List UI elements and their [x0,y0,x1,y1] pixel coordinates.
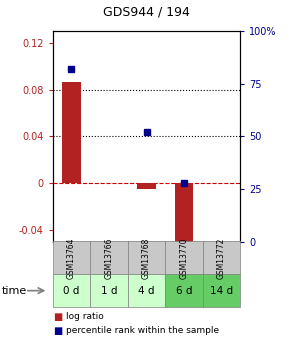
Text: GSM13766: GSM13766 [105,237,113,279]
Bar [175,183,193,247]
Text: 14 d: 14 d [210,286,233,296]
Text: 1 d: 1 d [101,286,117,296]
Text: ■: ■ [53,326,62,336]
Text: GSM13770: GSM13770 [180,237,188,279]
Text: GSM13768: GSM13768 [142,237,151,278]
Text: 0 d: 0 d [63,286,80,296]
Text: time: time [1,286,27,296]
Text: 6 d: 6 d [176,286,192,296]
Bar [62,82,81,183]
Bar [137,183,156,189]
Text: GSM13764: GSM13764 [67,237,76,279]
Text: log ratio: log ratio [66,312,104,321]
Text: ■: ■ [53,312,62,322]
Text: percentile rank within the sample: percentile rank within the sample [66,326,219,335]
Text: GDS944 / 194: GDS944 / 194 [103,6,190,19]
Text: GSM13772: GSM13772 [217,237,226,278]
Text: 4 d: 4 d [138,286,155,296]
